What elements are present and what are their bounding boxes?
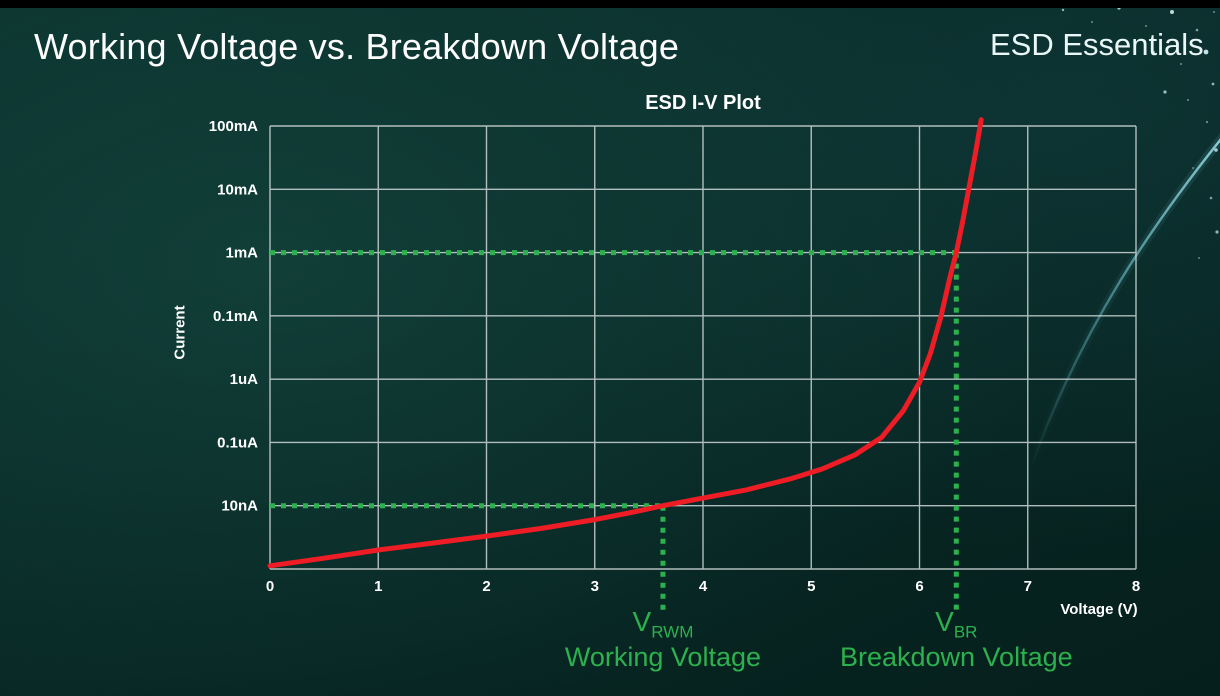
x-tick-8: 8 bbox=[1132, 578, 1140, 595]
vrwm-subscript: RWM bbox=[651, 622, 694, 642]
y-tick-100mA: 100mA bbox=[209, 118, 258, 135]
brand-logo-text: ESD Essentials bbox=[990, 27, 1204, 62]
marker-lines-vbr bbox=[270, 250, 959, 612]
x-tick-7: 7 bbox=[1024, 578, 1032, 595]
iv-curve bbox=[267, 117, 984, 569]
chart-title: ESD I-V Plot bbox=[645, 92, 761, 114]
breakdown-voltage-caption: Breakdown Voltage bbox=[839, 642, 1073, 672]
y-tick-0.1mA: 0.1mA bbox=[213, 308, 258, 325]
x-axis-label: Voltage (V) bbox=[1060, 601, 1138, 618]
y-tick-1mA: 1mA bbox=[225, 245, 258, 262]
vbr-marker-label: VBR bbox=[935, 606, 977, 643]
vrwm-marker-label: VRWM bbox=[633, 606, 694, 643]
vrwm-symbol: V bbox=[632, 606, 652, 637]
tick-labels: 100mA 10mA 1mA 0.1mA 1uA 0.1uA 10nA 0 1 2 3 4 5 6 7 8 bbox=[209, 118, 1140, 595]
x-tick-6: 6 bbox=[915, 578, 923, 595]
y-tick-10nA: 10nA bbox=[221, 498, 258, 515]
x-tick-4: 4 bbox=[699, 578, 708, 595]
marker-lines-vrwm bbox=[270, 503, 666, 612]
decor-star-dots bbox=[1061, 6, 1219, 259]
working-voltage-caption: Working Voltage bbox=[564, 642, 761, 672]
decor-arc bbox=[1025, 133, 1220, 472]
top-letterbox-bar bbox=[0, 0, 1220, 8]
y-tick-1uA: 1uA bbox=[230, 371, 259, 388]
x-tick-2: 2 bbox=[482, 578, 490, 595]
x-tick-3: 3 bbox=[591, 578, 599, 595]
vbr-subscript: BR bbox=[953, 622, 978, 642]
x-tick-1: 1 bbox=[374, 578, 382, 595]
x-tick-0: 0 bbox=[266, 578, 274, 595]
x-tick-5: 5 bbox=[807, 578, 815, 595]
vbr-symbol: V bbox=[935, 606, 954, 637]
plot-grid bbox=[269, 125, 1137, 570]
y-tick-10mA: 10mA bbox=[217, 181, 258, 198]
y-tick-0.1uA: 0.1uA bbox=[217, 434, 258, 451]
page-title: Working Voltage vs. Breakdown Voltage bbox=[34, 26, 680, 67]
